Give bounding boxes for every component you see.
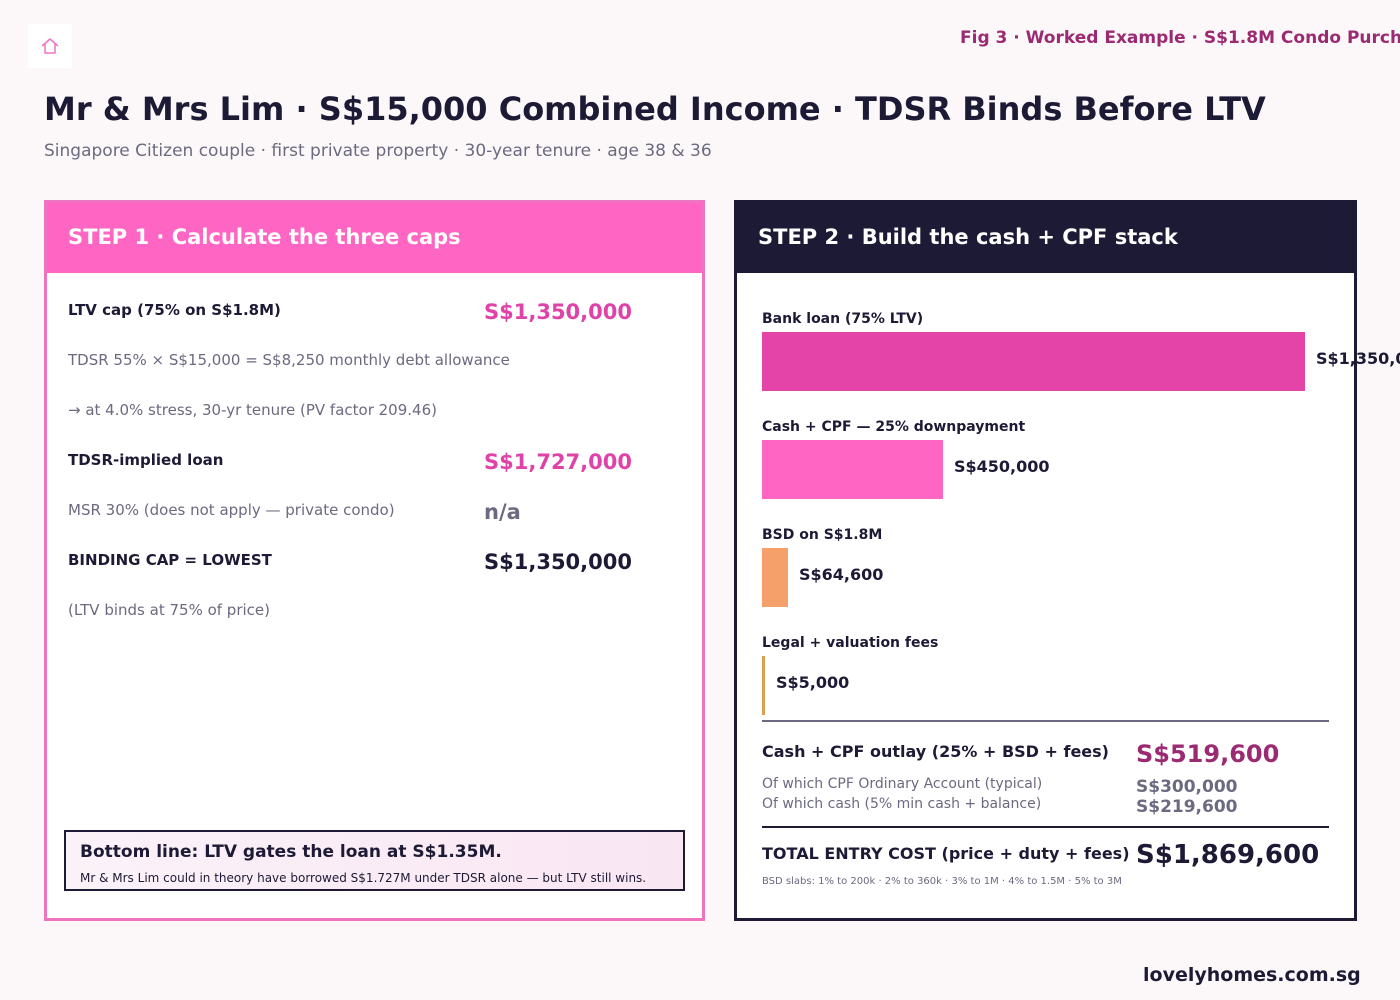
msr-value: n/a [484, 500, 521, 524]
bar-fees [762, 656, 765, 715]
divider-outlay [762, 720, 1329, 722]
bar-label-bank-loan: Bank loan (75% LTV) [762, 311, 924, 327]
house-icon [41, 38, 59, 54]
step1-panel: STEP 1 · Calculate the three caps LTV ca… [44, 200, 705, 921]
page-subtitle: Singapore Citizen couple · first private… [44, 141, 712, 161]
tdsr-loan-label: TDSR-implied loan [68, 451, 224, 469]
bottom-line-box: Bottom line: LTV gates the loan at S$1.3… [64, 830, 685, 891]
binding-cap-value: S$1,350,000 [484, 550, 632, 574]
bar-label-fees: Legal + valuation fees [762, 635, 939, 651]
ltv-cap-label: LTV cap (75% on S$1.8M) [68, 301, 281, 319]
figure-label: Fig 3 · Worked Example · S$1.8M Condo Pu… [960, 28, 1400, 48]
bar-bank-loan [762, 332, 1305, 391]
cpf-label: Of which CPF Ordinary Account (typical) [762, 776, 1043, 792]
outlay-label: Cash + CPF outlay (25% + BSD + fees) [762, 742, 1109, 761]
page-title: Mr & Mrs Lim · S$15,000 Combined Income … [44, 90, 1266, 128]
cash-label: Of which cash (5% min cash + balance) [762, 796, 1042, 812]
total-label: TOTAL ENTRY COST (price + duty + fees) [762, 844, 1130, 863]
step1-heading: STEP 1 · Calculate the three caps [47, 203, 702, 273]
cpf-value: S$300,000 [1136, 777, 1238, 797]
msr-label: MSR 30% (does not apply — private condo) [68, 501, 395, 519]
bottom-line-text: Mr & Mrs Lim could in theory have borrow… [80, 871, 647, 885]
bsd-footnote: BSD slabs: 1% to 200k · 2% to 360k · 3% … [762, 876, 1122, 887]
bar-label-downpayment: Cash + CPF — 25% downpayment [762, 419, 1026, 435]
bar-downpayment [762, 440, 943, 499]
outlay-value: S$519,600 [1136, 740, 1280, 768]
bar-value-bsd: S$64,600 [799, 565, 884, 584]
logo[interactable] [28, 24, 72, 68]
divider-total [762, 826, 1329, 828]
bar-value-bank-loan: S$1,350,000 [1316, 349, 1400, 368]
bottom-line-title: Bottom line: LTV gates the loan at S$1.3… [80, 842, 502, 862]
site-link[interactable]: lovelyhomes.com.sg [1143, 964, 1361, 986]
bar-value-fees: S$5,000 [776, 673, 850, 692]
cash-value: S$219,600 [1136, 797, 1238, 817]
bar-value-downpayment: S$450,000 [954, 457, 1050, 476]
binding-note: (LTV binds at 75% of price) [68, 601, 270, 619]
step2-panel: STEP 2 · Build the cash + CPF stack Bank… [734, 200, 1400, 921]
bar-bsd [762, 548, 788, 607]
tdsr-loan-value: S$1,727,000 [484, 450, 632, 474]
binding-cap-label: BINDING CAP = LOWEST [68, 551, 272, 569]
tdsr-allowance-text: TDSR 55% × S$15,000 = S$8,250 monthly de… [68, 351, 510, 369]
bar-label-bsd: BSD on S$1.8M [762, 527, 883, 543]
step2-heading: STEP 2 · Build the cash + CPF stack [737, 203, 1354, 273]
tdsr-stress-text: → at 4.0% stress, 30-yr tenure (PV facto… [68, 401, 437, 419]
ltv-cap-value: S$1,350,000 [484, 300, 632, 324]
total-value: S$1,869,600 [1136, 840, 1320, 870]
